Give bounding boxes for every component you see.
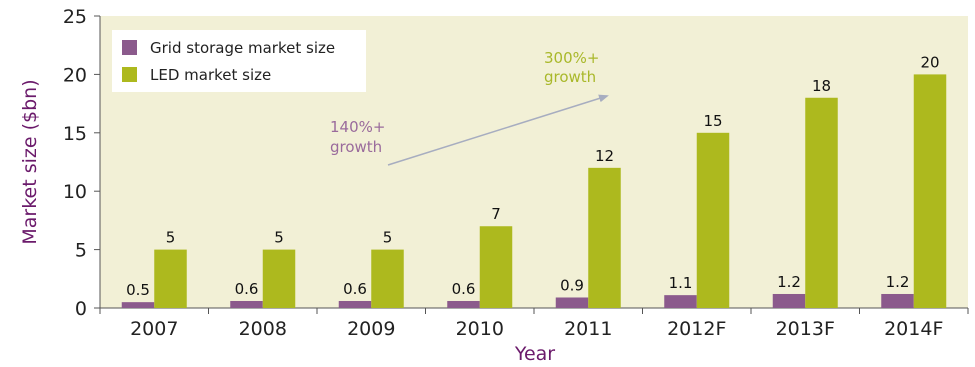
x-tick-label: 2010 — [456, 318, 504, 340]
x-tick-label: 2012F — [667, 318, 726, 340]
x-axis: 2007 2008 2009 2010 2011 2012F 2013F 2014F — [99, 307, 969, 340]
data-labels: 0.5 0.6 0.6 0.6 0.9 1.1 1.2 1.2 5 5 5 7 12 15 18 20 — [126, 53, 939, 299]
growth-annotation-300: 300%+ growth — [544, 49, 599, 86]
bars — [121, 74, 947, 309]
y-tick-label: 5 — [75, 240, 87, 262]
bar-led — [805, 97, 838, 308]
bar-led — [154, 249, 187, 308]
annotation-140-line-2: growth — [330, 138, 382, 156]
y-tick-label: 0 — [75, 298, 87, 320]
bar-grid-storage — [447, 300, 480, 308]
data-label-led: 5 — [383, 229, 393, 247]
legend-label-grid-storage: Grid storage market size — [150, 39, 335, 57]
data-label-grid-storage: 0.6 — [452, 280, 476, 298]
bar-grid-storage — [338, 300, 372, 308]
data-label-grid-storage: 0.6 — [235, 280, 259, 298]
data-label-grid-storage: 0.5 — [126, 281, 150, 299]
bar-grid-storage — [555, 297, 589, 308]
bar-grid-storage — [664, 295, 697, 308]
y-tick-label: 25 — [63, 6, 87, 28]
bar-led — [913, 74, 947, 309]
bar-grid-storage — [772, 293, 806, 308]
legend-box — [112, 30, 366, 92]
bar-led — [588, 167, 621, 308]
y-tick-label: 10 — [63, 181, 87, 203]
bar-led — [371, 249, 404, 308]
bar-led — [479, 226, 513, 308]
x-tick-label: 2014F — [884, 318, 943, 340]
bar-led — [262, 249, 296, 308]
data-label-grid-storage: 1.2 — [777, 273, 801, 291]
growth-arrow — [387, 94, 609, 166]
bar-grid-storage — [121, 302, 155, 308]
data-label-grid-storage: 0.6 — [343, 280, 367, 298]
data-label-led: 7 — [491, 205, 501, 223]
annotation-140-line-1: 140%+ — [330, 118, 385, 136]
data-label-grid-storage: 1.2 — [886, 273, 910, 291]
data-label-led: 15 — [703, 112, 722, 130]
annotation-300-line-2: growth — [544, 68, 596, 86]
data-label-led: 20 — [920, 53, 939, 71]
x-tick-label: 2008 — [239, 318, 287, 340]
data-label-grid-storage: 1.1 — [669, 274, 693, 292]
data-label-grid-storage: 0.9 — [560, 276, 584, 294]
legend-label-led: LED market size — [150, 66, 271, 84]
y-tick-label: 20 — [63, 64, 87, 86]
bar-led — [696, 132, 730, 308]
x-axis-title: Year — [514, 343, 555, 365]
bar-grid-storage — [230, 300, 263, 308]
data-label-led: 12 — [595, 147, 614, 165]
data-label-led: 18 — [812, 77, 831, 95]
x-tick-label: 2007 — [130, 318, 178, 340]
x-tick-label: 2011 — [564, 318, 612, 340]
legend: Grid storage market size LED market size — [112, 30, 366, 92]
legend-swatch-grid-storage — [122, 40, 137, 55]
y-axis-title: Market size ($bn) — [19, 79, 41, 244]
x-tick-label: 2013F — [776, 318, 835, 340]
x-tick-label: 2009 — [347, 318, 395, 340]
annotation-300-line-1: 300%+ — [544, 49, 599, 67]
bar-grid-storage — [881, 293, 914, 308]
data-label-led: 5 — [274, 229, 284, 247]
y-axis: 0 5 10 15 20 25 — [63, 6, 101, 320]
growth-annotation-140: 140%+ growth — [330, 118, 385, 156]
legend-swatch-led — [122, 67, 137, 82]
data-label-led: 5 — [166, 229, 176, 247]
y-tick-label: 15 — [63, 123, 87, 145]
